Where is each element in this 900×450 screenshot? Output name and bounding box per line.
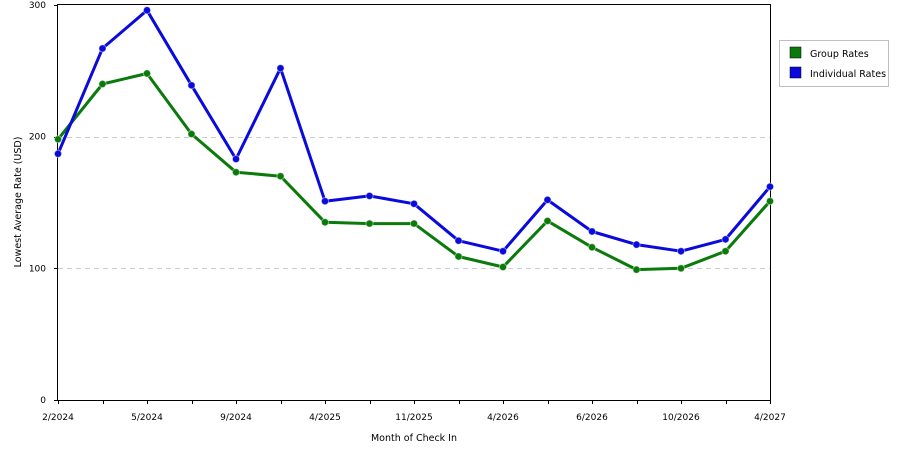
- y-tick-label: 200: [29, 133, 46, 143]
- data-point-individual-rates: [98, 44, 107, 53]
- data-point-individual-rates: [543, 195, 552, 204]
- data-point-individual-rates: [365, 191, 374, 201]
- x-tick-label: 4/2027: [754, 413, 786, 423]
- series-line-individual-rates: [56, 8, 772, 253]
- x-tick-label: 2/2024: [42, 413, 74, 423]
- y-axis-title: Lowest Average Rate (USD): [13, 137, 24, 268]
- x-axis: 2/2024 5/2024 9/2024 4/2025 11/2025 4/2026 6/2…: [42, 400, 786, 423]
- x-tick-label: 11/2025: [395, 413, 432, 423]
- data-point-group-rates: [409, 219, 419, 228]
- series-layer: [53, 6, 775, 274]
- data-point-individual-rates: [276, 64, 285, 73]
- data-point-individual-rates: [587, 227, 597, 236]
- data-point-group-rates: [320, 218, 330, 227]
- data-point-group-rates: [587, 243, 597, 252]
- data-point-individual-rates: [320, 197, 330, 206]
- data-point-group-rates: [142, 69, 152, 78]
- y-tick-label: 100: [29, 264, 46, 274]
- data-point-group-rates: [53, 135, 63, 144]
- data-point-group-rates: [365, 219, 374, 228]
- data-point-individual-rates: [53, 149, 63, 158]
- data-point-individual-rates: [765, 182, 775, 191]
- legend-label-individual-rates: Individual Rates: [810, 69, 886, 80]
- data-point-individual-rates: [632, 240, 641, 249]
- data-point-group-rates: [632, 265, 641, 274]
- grid-lines: [58, 137, 770, 269]
- data-point-individual-rates: [142, 6, 152, 15]
- legend-label-group-rates: Group Rates: [810, 49, 869, 60]
- series-line-group-rates: [56, 72, 772, 272]
- y-tick-label: 0: [40, 396, 46, 406]
- data-point-group-rates: [765, 197, 775, 206]
- data-point-individual-rates: [454, 236, 463, 245]
- data-point-group-rates: [98, 79, 107, 89]
- x-tick-label: 4/2025: [309, 413, 341, 423]
- data-point-individual-rates: [231, 154, 241, 164]
- data-point-individual-rates: [721, 235, 730, 244]
- data-point-group-rates: [676, 264, 686, 273]
- y-axis: 0 100 200 300: [29, 1, 58, 406]
- x-tick-label: 5/2024: [131, 413, 163, 423]
- data-point-group-rates: [276, 172, 285, 181]
- legend: Group Rates Individual Rates: [779, 40, 889, 87]
- legend-swatch-group-rates: [789, 46, 802, 59]
- x-axis-title: Month of Check In: [371, 433, 457, 444]
- x-tick-label: 9/2024: [220, 413, 252, 423]
- data-point-individual-rates: [498, 247, 508, 256]
- x-tick-label: 4/2026: [487, 413, 519, 423]
- data-point-group-rates: [187, 129, 196, 139]
- series-group-rates: [53, 69, 775, 274]
- data-point-group-rates: [543, 216, 552, 226]
- data-point-individual-rates: [676, 247, 686, 256]
- y-tick-label: 300: [29, 1, 46, 11]
- x-tick-label: 10/2026: [662, 413, 700, 423]
- x-tick-label: 6/2026: [576, 413, 608, 423]
- data-point-group-rates: [231, 168, 241, 177]
- data-point-group-rates: [454, 252, 463, 261]
- data-point-group-rates: [721, 247, 730, 256]
- data-point-individual-rates: [409, 199, 419, 208]
- series-individual-rates: [53, 6, 775, 256]
- data-point-individual-rates: [187, 81, 196, 90]
- legend-swatch-individual-rates: [789, 66, 802, 79]
- data-point-group-rates: [498, 262, 508, 272]
